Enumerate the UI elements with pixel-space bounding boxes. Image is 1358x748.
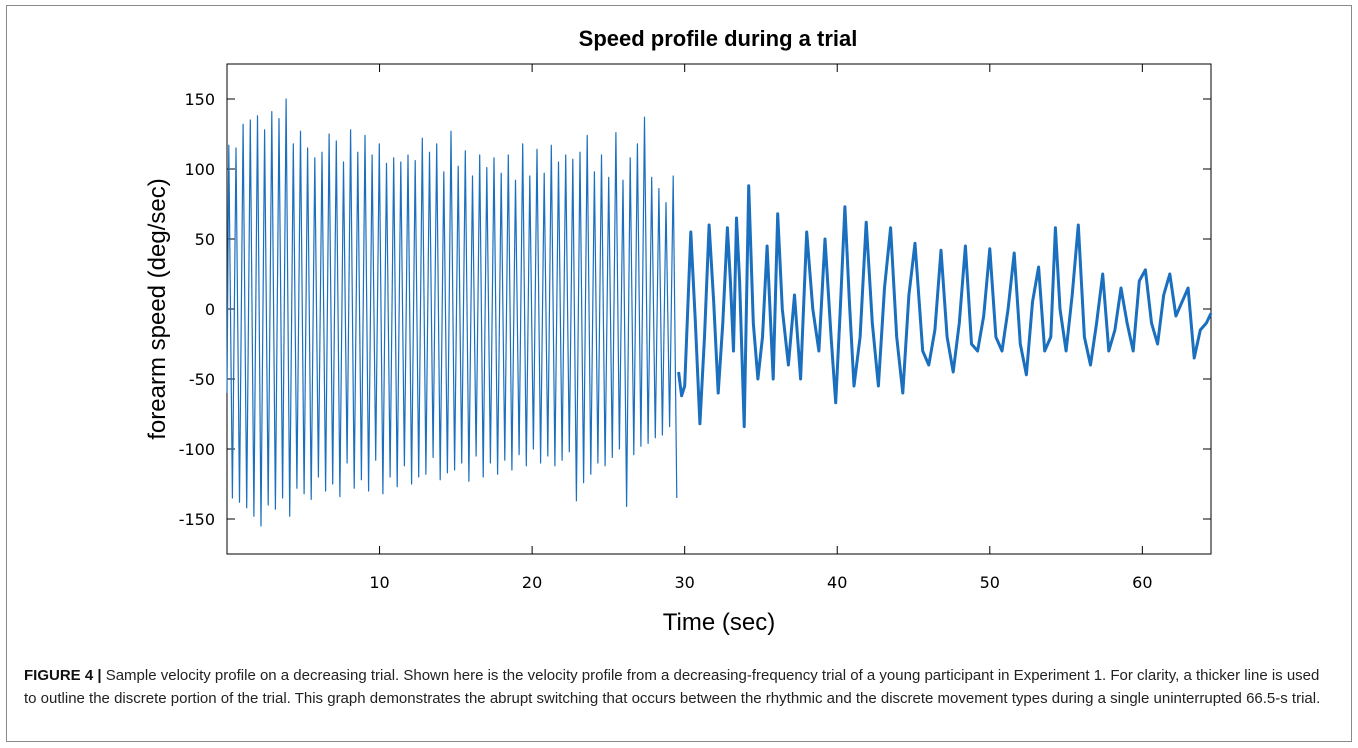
series-line-discrete (677, 184, 1213, 429)
y-tick-label: 0 (205, 300, 215, 319)
x-tick-label: 60 (1132, 573, 1152, 592)
y-tick-label: -50 (189, 370, 215, 389)
series-line-rhythmic (226, 98, 678, 527)
x-tick-label: 20 (522, 573, 542, 592)
y-axis-label: forearm speed (deg/sec) (144, 178, 171, 439)
figure-caption: FIGURE 4 | Sample velocity profile on a … (24, 664, 1336, 710)
chart-title: Speed profile during a trial (579, 26, 858, 51)
plot-area (226, 63, 1212, 555)
x-axis: 10 20 30 40 50 60 (369, 64, 1153, 592)
y-tick-label: -150 (179, 510, 215, 529)
y-tick-label: -100 (179, 440, 215, 459)
caption-text: Sample velocity profile on a decreasing … (24, 667, 1321, 707)
x-tick-label: 40 (827, 573, 847, 592)
y-tick-label: 100 (184, 160, 215, 179)
y-tick-label: 150 (184, 90, 215, 109)
x-tick-label: 30 (674, 573, 694, 592)
figure-label: FIGURE 4 | (24, 667, 102, 684)
y-tick-label: 50 (195, 230, 215, 249)
x-tick-label: 10 (369, 573, 389, 592)
x-tick-label: 50 (980, 573, 1000, 592)
x-axis-label: Time (sec) (663, 609, 775, 636)
y-axis: 150 100 50 0 -50 -100 -150 (179, 90, 1211, 529)
